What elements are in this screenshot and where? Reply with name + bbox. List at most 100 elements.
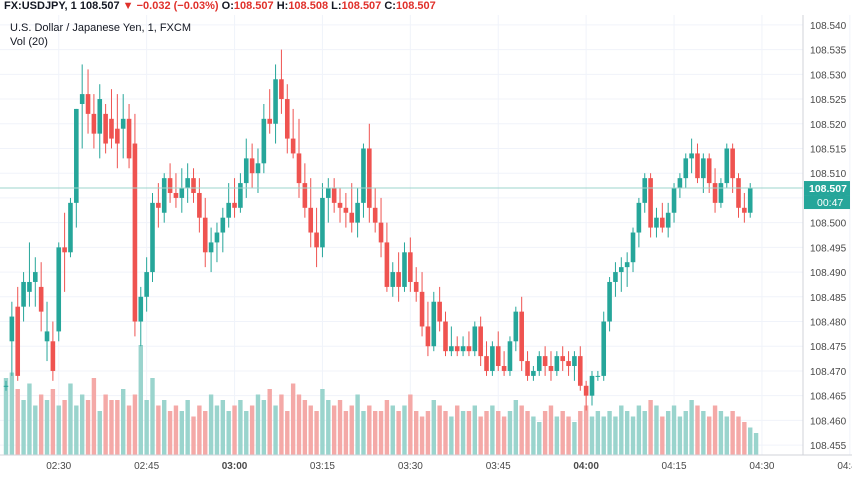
candle-body	[103, 113, 108, 144]
candle-body	[320, 197, 325, 248]
volume-bar	[15, 389, 20, 455]
chart-legend-title[interactable]: U.S. Dollar / Japanese Yen, 1, FXCM	[10, 22, 191, 34]
candle-body	[214, 232, 220, 243]
candle-body	[654, 217, 659, 228]
volume-bar	[74, 405, 79, 455]
price-tag-value: 108.507	[809, 183, 847, 195]
volume-bar	[537, 422, 542, 455]
candle-body	[50, 341, 56, 371]
volume-bar	[701, 411, 706, 455]
symbol-name[interactable]: FX:USDJPY	[4, 0, 65, 12]
candle-body	[560, 356, 565, 362]
candle-body	[85, 94, 91, 114]
volume-bar	[349, 405, 354, 455]
candle-body	[742, 207, 747, 213]
candle-body	[290, 138, 296, 154]
candle-body	[466, 346, 472, 352]
volume-bar	[695, 405, 700, 455]
candle-body	[701, 158, 706, 179]
volume-bar	[238, 400, 243, 455]
volume-bar	[261, 400, 267, 455]
candles	[3, 49, 753, 411]
candle-body	[79, 94, 85, 104]
candle-body	[396, 272, 401, 287]
candle-body	[326, 188, 331, 198]
y-tick-label: 108.530	[810, 70, 847, 81]
symbol-header: FX:USDJPY, 1 108.507 ▼ −0.032 (−0.03%) O…	[4, 0, 436, 12]
candle-body	[718, 183, 724, 203]
volume-bar	[519, 405, 524, 455]
volume-bar	[68, 383, 73, 455]
volume-legend[interactable]: Vol (20)	[10, 36, 48, 48]
y-tick-label: 108.535	[810, 46, 847, 57]
candle-body	[513, 311, 519, 342]
volume-bar	[150, 378, 155, 455]
candle-body	[197, 192, 202, 218]
candle-body	[501, 366, 507, 371]
candle-body	[349, 212, 355, 223]
open-value: 108.507	[233, 0, 274, 12]
candle-body	[454, 346, 460, 352]
x-tick-label: 03:30	[398, 461, 423, 472]
candle-body	[3, 385, 9, 387]
volume-bar	[91, 378, 97, 455]
candle-body	[284, 99, 290, 139]
volume-bar	[285, 411, 290, 455]
candle-body	[220, 217, 226, 233]
y-tick-label: 108.470	[810, 367, 847, 378]
candle-body	[267, 118, 272, 124]
volume-bar	[179, 411, 184, 455]
candle-body	[21, 281, 26, 307]
volume-bar	[449, 416, 454, 455]
volume-bar	[296, 394, 302, 455]
candle-body	[361, 148, 366, 203]
x-tick-label: 04:30	[749, 461, 774, 472]
candle-body	[56, 247, 62, 332]
candle-body	[572, 356, 577, 367]
candle-body	[677, 178, 683, 189]
volume-bar	[214, 405, 220, 455]
volume-bar	[320, 389, 325, 455]
candle-body	[431, 301, 437, 347]
candle-body	[484, 356, 489, 371]
close-label: C:	[384, 0, 396, 12]
candle-body	[619, 267, 624, 273]
y-tick-label: 108.480	[810, 318, 847, 329]
volume-bar	[56, 405, 61, 455]
volume-bar	[414, 411, 419, 455]
volume-bar	[472, 405, 477, 455]
volume-bar	[314, 411, 319, 455]
candle-body	[120, 118, 126, 129]
volume-bar	[249, 405, 255, 455]
volume-bar	[337, 400, 343, 455]
candle-body	[9, 316, 15, 342]
candle-body	[671, 188, 677, 213]
volume-bar	[185, 400, 190, 455]
volume-bar	[191, 416, 196, 455]
interval: 1	[70, 0, 77, 12]
volume-bar	[683, 411, 688, 455]
x-tick-label: 03:15	[310, 461, 335, 472]
volume-bar	[455, 405, 460, 455]
x-tick-label: 04:15	[662, 461, 687, 472]
volume-bar	[648, 400, 653, 455]
candle-body	[583, 385, 589, 396]
current-price-tag[interactable]: 108.507 00:47	[804, 181, 850, 210]
candle-body	[449, 346, 454, 352]
candle-body	[531, 370, 536, 376]
candle-body	[648, 178, 653, 228]
volume-bar	[548, 405, 554, 455]
candle-body	[413, 281, 419, 292]
x-tick-label: 04:45	[837, 461, 852, 472]
candle-body	[443, 321, 448, 352]
candle-body	[724, 148, 730, 184]
volume-bar	[361, 411, 366, 455]
volume-bar	[654, 405, 659, 455]
candle-body	[595, 375, 601, 377]
volume-bar	[507, 411, 513, 455]
volume-bar	[162, 400, 167, 455]
candle-body	[226, 202, 231, 218]
close-value: 108.507	[395, 0, 436, 12]
price-tag-box	[804, 181, 850, 196]
